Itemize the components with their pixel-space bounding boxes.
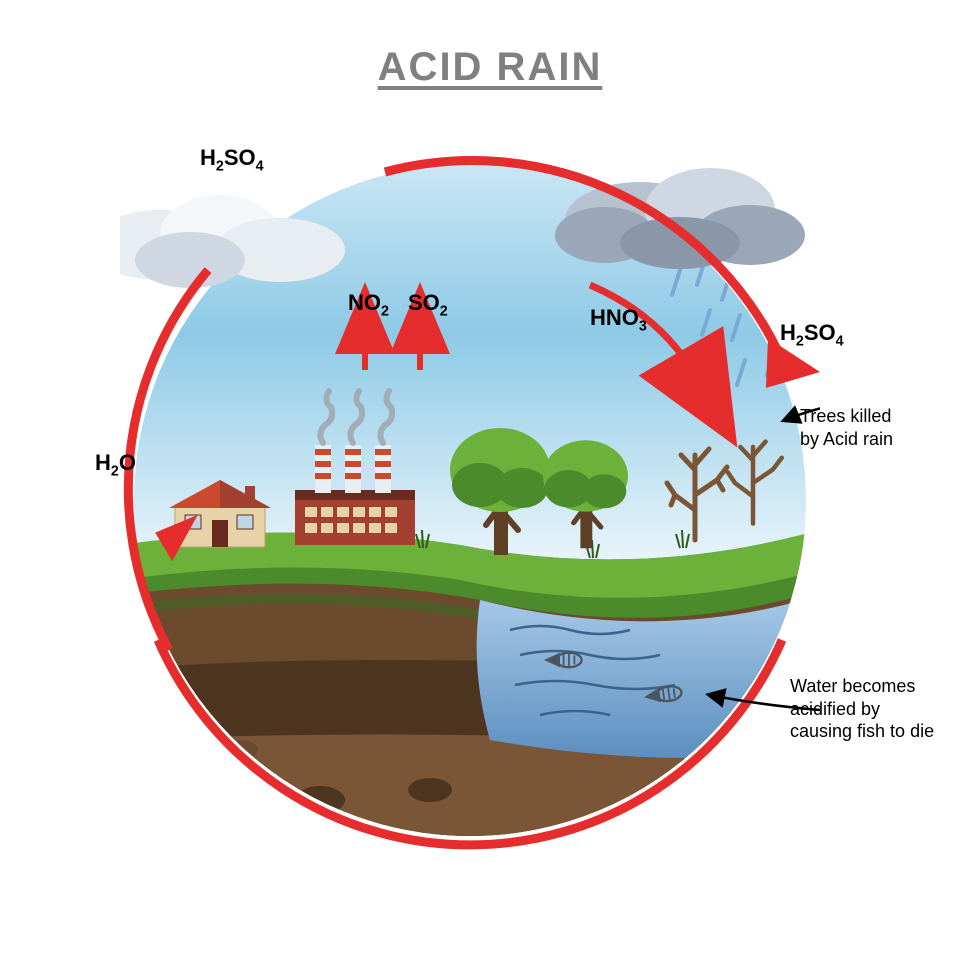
annotation-trees: Trees killed by Acid rain (800, 405, 893, 450)
label-hno3: HNO3 (590, 305, 647, 334)
label-h2so4-top: H2SO4 (200, 145, 264, 174)
label-h2o: H2O (95, 450, 136, 479)
acid-rain-diagram (120, 150, 820, 850)
label-h2so4-right: H2SO4 (780, 320, 844, 349)
label-so2: SO2 (408, 290, 448, 319)
diagram-stage (120, 150, 820, 850)
annotation-water: Water becomes acidified by causing fish … (790, 675, 934, 743)
label-no2: NO2 (348, 290, 389, 319)
page-title: ACID RAIN (378, 45, 603, 90)
